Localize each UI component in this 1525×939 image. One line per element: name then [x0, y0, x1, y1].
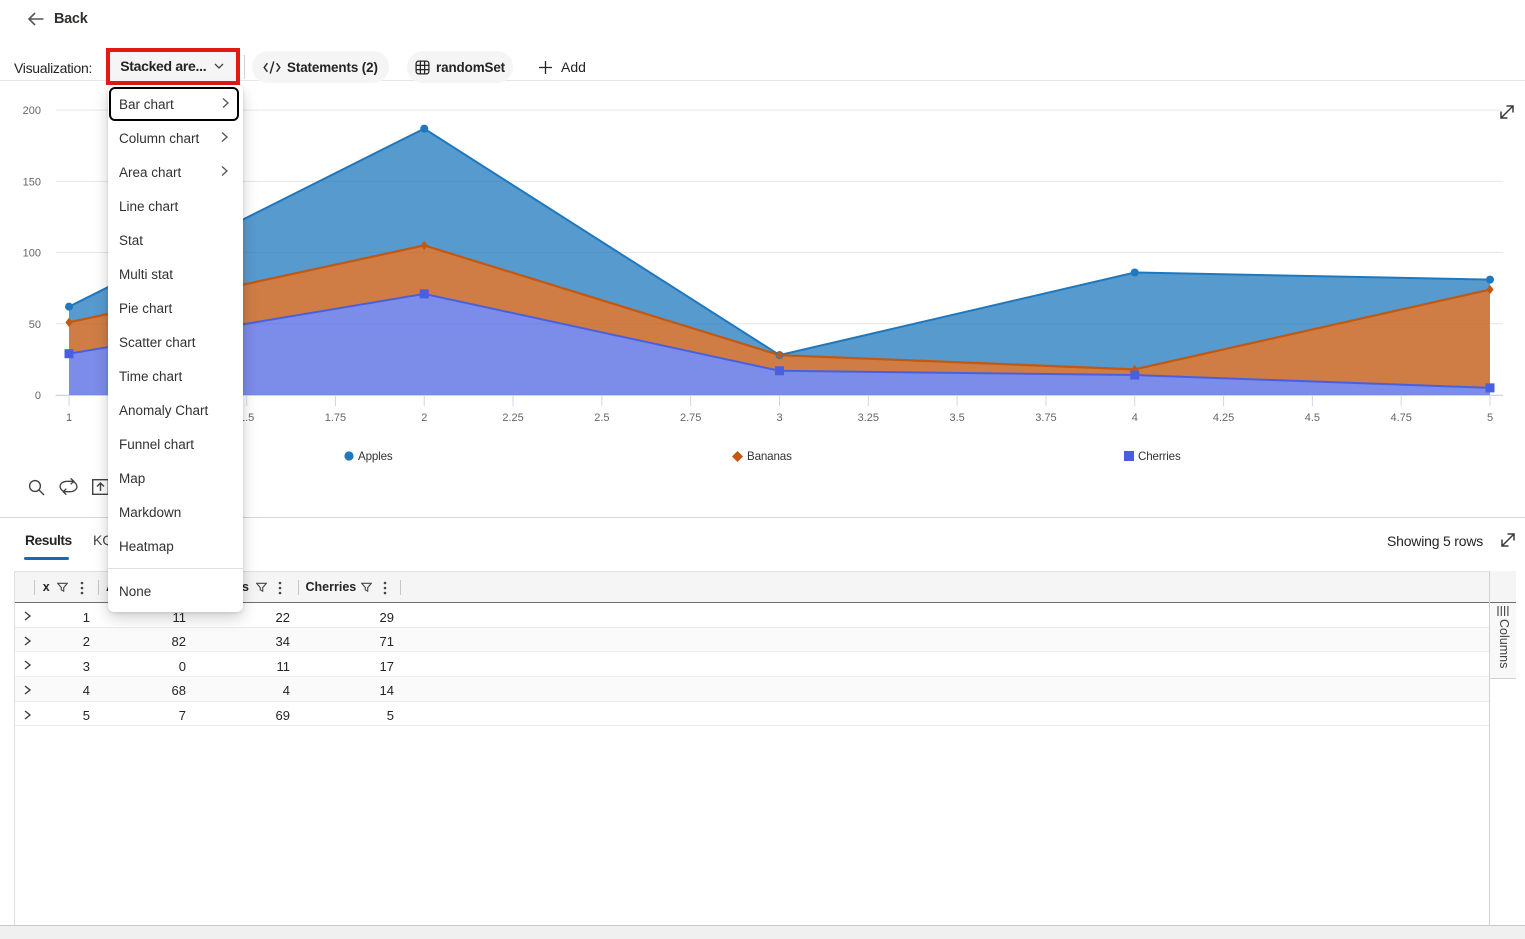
svg-text:100: 100	[23, 248, 41, 260]
svg-text:150: 150	[23, 176, 41, 188]
svg-text:3: 3	[776, 412, 782, 424]
svg-text:0: 0	[35, 390, 41, 402]
svg-text:4.75: 4.75	[1390, 412, 1411, 424]
svg-text:1.75: 1.75	[325, 412, 346, 424]
svg-text:3.5: 3.5	[949, 412, 964, 424]
svg-text:4: 4	[1132, 412, 1138, 424]
svg-text:4.5: 4.5	[1305, 412, 1320, 424]
svg-text:1: 1	[66, 412, 72, 424]
svg-text:4.25: 4.25	[1213, 412, 1234, 424]
svg-text:50: 50	[29, 319, 41, 331]
svg-text:2.75: 2.75	[680, 412, 701, 424]
svg-text:2.25: 2.25	[502, 412, 523, 424]
svg-text:3.75: 3.75	[1035, 412, 1056, 424]
svg-text:3.25: 3.25	[858, 412, 879, 424]
svg-text:2.5: 2.5	[594, 412, 609, 424]
svg-text:2: 2	[421, 412, 427, 424]
svg-text:200: 200	[23, 105, 41, 117]
svg-text:5: 5	[1487, 412, 1493, 424]
